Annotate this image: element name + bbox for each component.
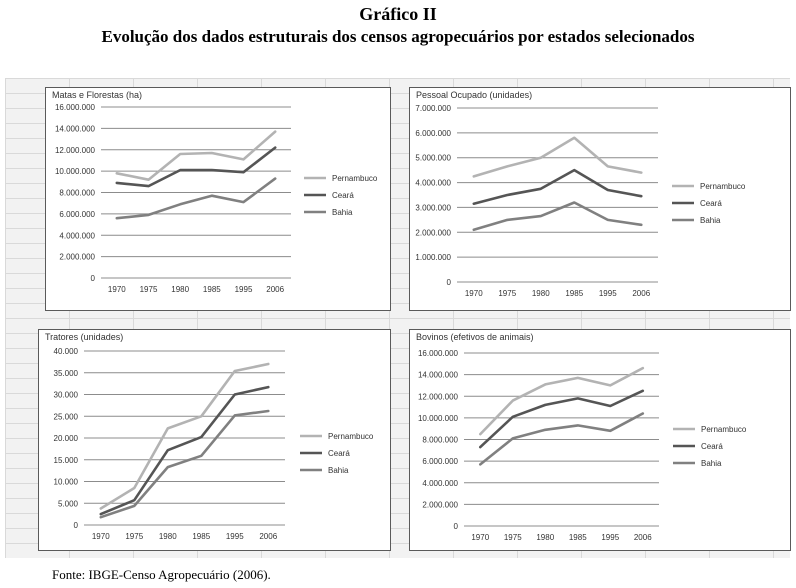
x-tick-label: 1985 [192, 532, 210, 541]
y-tick-label: 4.000.000 [422, 479, 458, 488]
y-tick-label: 4.000.000 [415, 179, 451, 188]
y-tick-label: 6.000.000 [59, 210, 95, 219]
series-line-bahia [99, 409, 270, 519]
legend-label: Bahia [700, 216, 721, 225]
y-tick-label: 10.000 [54, 478, 79, 487]
y-tick-label: 14.000.000 [55, 124, 96, 133]
x-tick-label: 1970 [471, 533, 489, 542]
x-tick-label: 2006 [634, 533, 652, 542]
y-tick-label: 2.000.000 [422, 500, 458, 509]
x-tick-label: 2006 [259, 532, 277, 541]
x-tick-label: 1985 [569, 533, 587, 542]
x-tick-label: 1975 [498, 289, 516, 298]
legend-label: Bahia [701, 459, 722, 468]
y-tick-label: 25.000 [54, 412, 79, 421]
x-tick-label: 2006 [632, 289, 650, 298]
y-tick-label: 0 [447, 278, 452, 287]
y-tick-label: 10.000.000 [55, 167, 96, 176]
y-tick-label: 2.000.000 [59, 253, 95, 262]
chart-title: Tratores (unidades) [45, 332, 123, 342]
chart-tratores: Tratores (unidades) 0 5.000 10.000 15.000 20.… [38, 329, 391, 551]
y-tick-label: 12.000.000 [55, 146, 96, 155]
legend-label: Ceará [328, 449, 350, 458]
figure-title: Evolução dos dados estruturais dos censo… [101, 27, 695, 46]
x-tick-label: 1975 [125, 532, 143, 541]
x-tick-label: 1995 [601, 533, 619, 542]
series-line-ceará [472, 168, 643, 205]
legend-label: Ceará [701, 442, 723, 451]
x-tick-label: 1980 [536, 533, 554, 542]
series-line-bahia [472, 201, 643, 232]
y-tick-label: 4.000.000 [59, 231, 95, 240]
y-tick-label: 7.000.000 [415, 104, 451, 113]
y-tick-label: 5.000.000 [415, 154, 451, 163]
y-tick-label: 20.000 [54, 434, 79, 443]
y-tick-label: 16.000.000 [55, 103, 96, 112]
legend-label: Pernambuco [332, 174, 378, 183]
y-tick-label: 12.000.000 [418, 392, 459, 401]
y-tick-label: 40.000 [54, 347, 79, 356]
x-tick-label: 1970 [108, 285, 126, 294]
x-tick-label: 1975 [140, 285, 158, 294]
chart-bovinos: Bovinos (efetivos de animais) 0 2.000.000 4… [409, 329, 791, 551]
x-tick-label: 1995 [226, 532, 244, 541]
x-tick-label: 1995 [235, 285, 253, 294]
legend-label: Ceará [332, 191, 354, 200]
series-line-pernambuco [99, 362, 270, 510]
legend-label: Bahia [328, 466, 349, 475]
y-tick-label: 6.000.000 [415, 129, 451, 138]
series-line-ceará [99, 385, 270, 516]
legend-label: Pernambuco [328, 432, 374, 441]
y-tick-label: 0 [74, 521, 79, 530]
chart-title: Bovinos (efetivos de animais) [416, 332, 534, 342]
y-tick-label: 1.000.000 [415, 253, 451, 262]
y-tick-label: 0 [91, 274, 96, 283]
y-tick-label: 16.000.000 [418, 349, 459, 358]
y-tick-label: 30.000 [54, 391, 79, 400]
series-line-ceará [479, 389, 645, 449]
legend-label: Pernambuco [701, 425, 747, 434]
x-tick-label: 2006 [266, 285, 284, 294]
y-tick-label: 35.000 [54, 369, 79, 378]
series-line-bahia [115, 177, 277, 220]
y-tick-label: 10.000.000 [418, 414, 459, 423]
x-tick-label: 1970 [465, 289, 483, 298]
x-tick-label: 1980 [171, 285, 189, 294]
series-line-pernambuco [115, 130, 277, 181]
series-line-pernambuco [479, 366, 645, 436]
x-tick-label: 1995 [599, 289, 617, 298]
y-tick-label: 8.000.000 [422, 436, 458, 445]
y-tick-label: 14.000.000 [418, 371, 459, 380]
x-tick-label: 1985 [203, 285, 221, 294]
x-tick-label: 1980 [159, 532, 177, 541]
chart-title: Pessoal Ocupado (unidades) [416, 90, 532, 100]
x-tick-label: 1985 [565, 289, 583, 298]
y-tick-label: 6.000.000 [422, 457, 458, 466]
x-tick-label: 1970 [92, 532, 110, 541]
chart-title: Matas e Florestas (ha) [52, 90, 142, 100]
chart-pessoal-ocupado: Pessoal Ocupado (unidades) 0 1.000.000 2.00… [409, 87, 791, 311]
y-tick-label: 0 [454, 522, 459, 531]
y-tick-label: 5.000 [58, 499, 79, 508]
series-line-pernambuco [472, 136, 643, 178]
legend-label: Pernambuco [700, 182, 746, 191]
legend-label: Bahia [332, 208, 353, 217]
chart-matas-florestas: Matas e Florestas (ha) 0 2.000.000 4.000.00… [45, 87, 391, 311]
y-tick-label: 3.000.000 [415, 203, 451, 212]
source-note: Fonte: IBGE-Censo Agropecuário (2006). [52, 567, 271, 582]
series-line-bahia [479, 412, 645, 466]
y-tick-label: 15.000 [54, 456, 79, 465]
y-tick-label: 2.000.000 [415, 228, 451, 237]
series-line-ceará [115, 146, 277, 188]
y-tick-label: 8.000.000 [59, 189, 95, 198]
x-tick-label: 1980 [532, 289, 550, 298]
x-tick-label: 1975 [504, 533, 522, 542]
legend-label: Ceará [700, 199, 722, 208]
figure-label: Gráfico II [359, 4, 437, 24]
